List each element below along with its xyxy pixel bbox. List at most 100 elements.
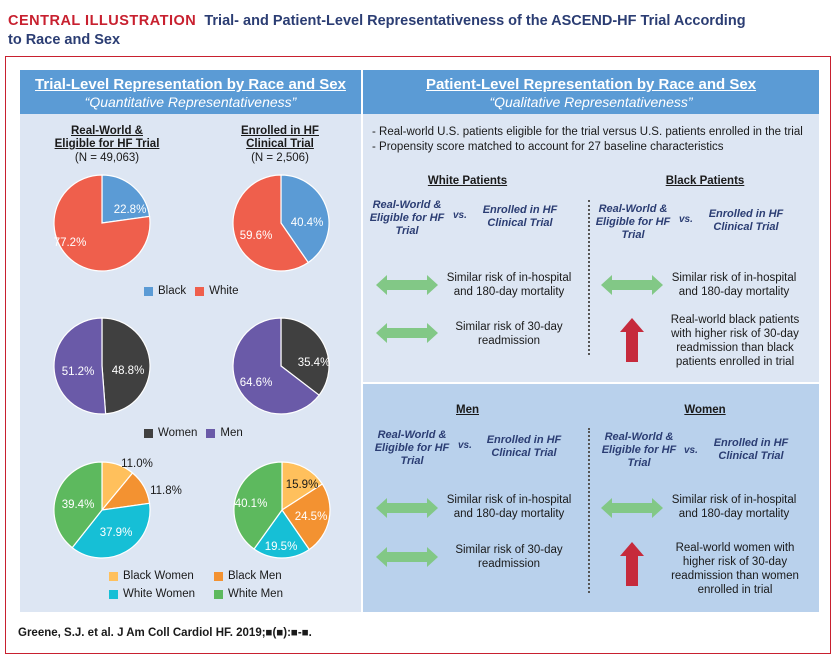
bullet-1: - Real-world U.S. patients eligible for … — [372, 126, 803, 138]
men-heading: Men — [456, 404, 479, 416]
women-mortality-result: Similar risk of in-hospital and 180-day … — [671, 494, 797, 520]
legend-swatch-black-men — [214, 571, 223, 581]
white-vs-label: vs. — [453, 210, 467, 221]
men-readmission-result: Similar risk of 30-day readmission — [455, 544, 563, 570]
race-pie-real-world: 22.8% 77.2% — [53, 174, 151, 272]
race-sex-pie-real-world: 11.0% 11.8% 37.9% 39.4% — [53, 458, 182, 559]
women-vs-label: vs. — [684, 445, 698, 456]
legend-swatch-white-women — [109, 589, 118, 599]
pie-label-black: 40.4% — [291, 217, 324, 229]
patient-level-title: Patient-Level Representation by Race and… — [425, 76, 757, 93]
legend-item-men: Men — [206, 427, 243, 439]
pie-label-white: 77.2% — [54, 237, 87, 249]
black-mortality-equal-arrow-icon — [601, 275, 663, 295]
legend-swatch-men — [206, 428, 216, 438]
legend-item-black-men: Black Men — [214, 570, 282, 582]
pie-slice-white-women — [253, 508, 311, 559]
legend-item-women: Women — [144, 427, 197, 439]
black-readmission-up-arrow-icon — [620, 318, 644, 362]
legend-swatch-white-men — [214, 589, 223, 599]
pie-label-black-men: 24.5% — [295, 511, 328, 523]
legend-item-white: White — [195, 285, 239, 297]
men-mortality-result: Similar risk of in-hospital and 180-day … — [446, 494, 572, 520]
legend-swatch-white — [195, 286, 205, 296]
race-sex-legend-row1: Black Women Black Men — [109, 570, 291, 582]
pie-slice-men — [53, 317, 107, 415]
pie-slice-white-women — [71, 502, 151, 559]
sex-pie-real-world: 48.8% 51.2% — [53, 317, 151, 415]
legend-swatch-black — [144, 286, 153, 296]
legend-label-white: White — [209, 285, 239, 297]
pie-label-women: 35.4% — [298, 357, 331, 369]
legend-item-black: Black — [144, 285, 186, 297]
men-enrolled-label: Enrolled in HF Clinical Trial — [486, 434, 562, 459]
white-readmission-equal-arrow-icon — [376, 323, 438, 343]
pie-slice-black — [101, 174, 151, 224]
black-mortality-result: Similar risk of in-hospital and 180-day … — [671, 272, 797, 298]
men-mortality-equal-arrow-icon — [376, 498, 438, 518]
pie-label-white-men: 39.4% — [62, 499, 95, 511]
legend-label-white-women: White Women — [123, 588, 196, 600]
sex-pie-enrolled: 35.4% 64.6% — [232, 317, 331, 415]
figure-title-line2: to Race and Sex — [8, 32, 121, 48]
race-sex-legend-row2: White Women White Men — [109, 588, 292, 600]
legend-label-men: Men — [220, 427, 243, 439]
pie-slice-women — [280, 317, 330, 397]
patient-level-subtitle: “Qualitative Representativeness” — [489, 94, 693, 110]
pie-slice-women — [101, 317, 151, 415]
white-readmission-result: Similar risk of 30-day readmission — [455, 321, 563, 347]
legend-label-black: Black — [158, 285, 187, 297]
pie-label-men: 51.2% — [62, 366, 95, 378]
pie-label-black-women: 15.9% — [286, 479, 319, 491]
enrolled-column-n: (N = 2,506) — [251, 152, 309, 164]
legend-swatch-black-women — [109, 571, 118, 581]
legend-label-white-men: White Men — [228, 588, 283, 600]
patient-level-header — [363, 70, 819, 114]
men-real-world-label: Real-World & Eligible for HF Trial — [374, 429, 450, 467]
race-legend: Black White — [144, 285, 248, 297]
legend-label-women: Women — [158, 427, 198, 439]
figure-title-line1: CENTRAL ILLUSTRATION Trial- and Patient-… — [8, 13, 746, 29]
patient-level-race-panel — [363, 70, 819, 382]
pie-slice-black — [280, 174, 330, 264]
legend-item-white-women: White Women — [109, 588, 205, 600]
men-readmission-equal-arrow-icon — [376, 547, 438, 567]
black-patients-heading: Black Patients — [665, 175, 745, 187]
pie-slice-white-men — [53, 461, 103, 549]
pie-label-black: 22.8% — [114, 204, 147, 216]
central-illustration-label: CENTRAL ILLUSTRATION — [8, 13, 197, 29]
pie-slice-men — [232, 317, 320, 415]
women-readmission-up-arrow-icon — [620, 542, 644, 586]
legend-swatch-women — [144, 428, 153, 438]
pie-slice-white — [232, 174, 310, 272]
race-divider — [588, 200, 590, 355]
pie-slice-black-men — [281, 483, 331, 551]
legend-label-black-men: Black Men — [228, 570, 282, 582]
trial-level-header — [20, 70, 361, 114]
white-mortality-equal-arrow-icon — [376, 275, 438, 295]
pie-label-white-women: 37.9% — [100, 527, 133, 539]
figure-title: Trial- and Patient-Level Representativen… — [204, 13, 746, 29]
women-mortality-equal-arrow-icon — [601, 498, 663, 518]
black-readmission-result: Real-world black patients with higher ri… — [670, 314, 800, 368]
white-patients-heading: White Patients — [427, 175, 508, 187]
pie-label-white-men: 40.1% — [235, 498, 268, 510]
legend-label-black-women: Black Women — [123, 570, 194, 582]
legend-item-black-women: Black Women — [109, 570, 205, 582]
real-world-column-heading: Real-World & Eligible for HF Trial — [54, 125, 160, 150]
real-world-column-n: (N = 49,063) — [74, 152, 140, 164]
enrolled-column-heading: Enrolled in HF Clinical Trial — [241, 125, 319, 150]
race-sex-pie-enrolled: 15.9% 24.5% 19.5% 40.1% — [233, 461, 331, 559]
black-real-world-label: Real-World & Eligible for HF Trial — [595, 203, 671, 241]
pie-slice-white-men — [233, 461, 283, 550]
patient-level-sex-panel — [363, 384, 819, 612]
pie-slice-black-women — [281, 461, 324, 512]
pie-slice-white — [53, 174, 151, 272]
pie-label-women: 48.8% — [112, 365, 145, 377]
bullet-2: - Propensity score matched to account fo… — [372, 141, 724, 153]
black-vs-label: vs. — [679, 214, 693, 225]
citation: Greene, S.J. et al. J Am Coll Cardiol HF… — [18, 627, 312, 639]
men-vs-label: vs. — [458, 440, 472, 451]
race-pie-enrolled: 40.4% 59.6% — [232, 174, 330, 272]
pie-label-men: 64.6% — [240, 377, 273, 389]
